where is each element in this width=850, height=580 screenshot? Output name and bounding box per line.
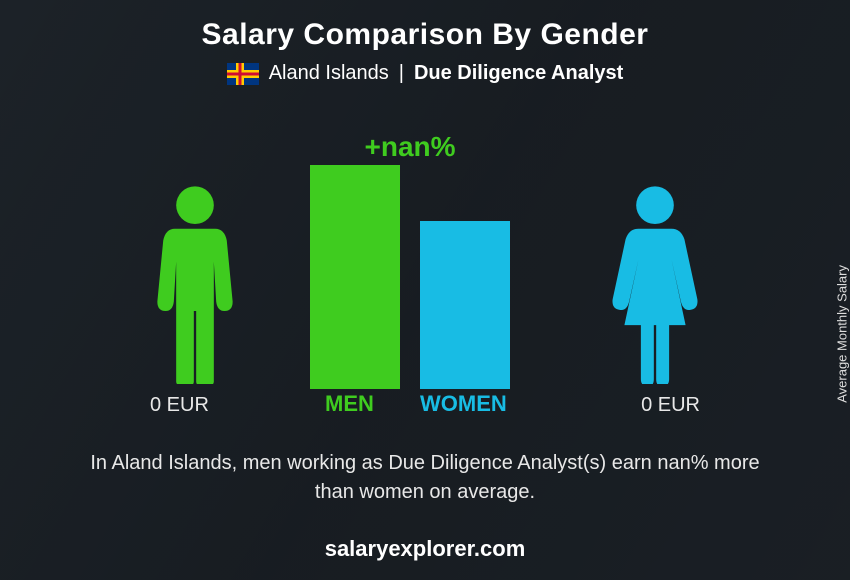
male-bar xyxy=(310,165,400,389)
female-axis-label: WOMEN xyxy=(420,391,507,417)
female-bar xyxy=(420,221,510,389)
footer-source: salaryexplorer.com xyxy=(0,536,850,562)
chart-container: +nan% 0 EUR MEN WOMEN 0 EUR Average Mont… xyxy=(0,105,850,425)
male-salary-value: 0 EUR xyxy=(150,394,209,417)
y-axis-title: Average Monthly Salary xyxy=(835,265,850,403)
caption-text: In Aland Islands, men working as Due Dil… xyxy=(75,449,775,507)
female-salary-value: 0 EUR xyxy=(641,394,700,417)
location-flag-icon xyxy=(227,63,259,85)
page-title: Salary Comparison By Gender xyxy=(0,0,850,52)
male-figure-icon xyxy=(135,184,255,389)
axis-labels: 0 EUR MEN WOMEN 0 EUR xyxy=(0,391,850,425)
location-text: Aland Islands xyxy=(269,62,389,85)
subtitle-line: Aland Islands | Due Diligence Analyst xyxy=(0,62,850,85)
percent-diff-label: +nan% xyxy=(330,131,490,163)
separator: | xyxy=(399,62,404,85)
female-figure-icon xyxy=(595,184,715,389)
male-axis-label: MEN xyxy=(325,391,374,417)
job-title-text: Due Diligence Analyst xyxy=(414,62,623,85)
